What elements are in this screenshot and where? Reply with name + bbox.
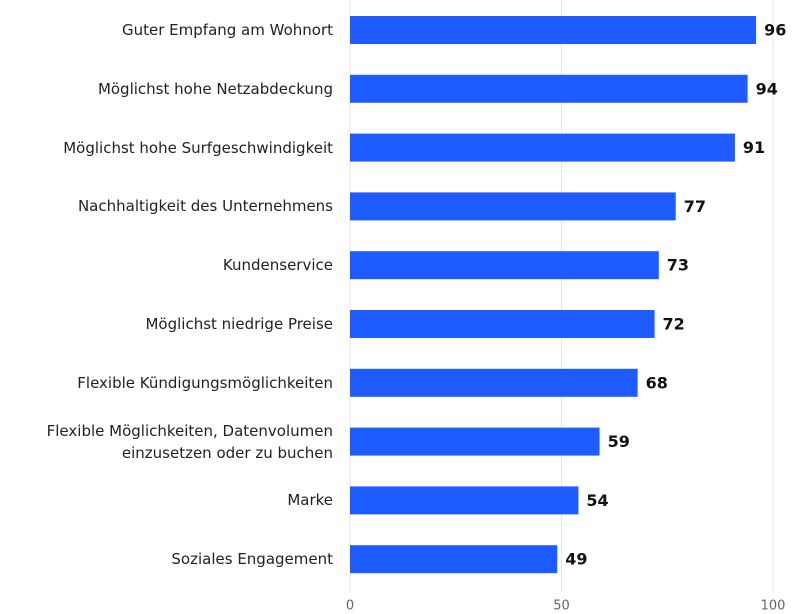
x-tick-label: 100 [761, 599, 786, 614]
value-label: 54 [586, 491, 608, 510]
bar [350, 251, 659, 280]
value-label: 91 [743, 138, 765, 157]
category-label: Möglichst niedrige Preise [145, 315, 333, 333]
category-label: Flexible Kündigungsmöglichkeiten [77, 373, 333, 392]
value-label: 59 [608, 432, 630, 451]
value-label: 72 [663, 315, 685, 334]
x-tick-label: 50 [553, 599, 570, 614]
category-label: Marke [287, 491, 333, 510]
bar [350, 545, 558, 574]
category-label: Möglichst hohe Surfgeschwindigkeit [63, 138, 333, 157]
x-tick-label: 0 [346, 599, 354, 614]
bar [350, 133, 735, 162]
category-label: Soziales Engagement [171, 550, 333, 569]
category-label: Guter Empfang am Wohnort [122, 21, 333, 39]
value-label: 68 [646, 373, 668, 392]
bar [350, 192, 676, 221]
category-label: Flexible Möglichkeiten, Datenvolumen ein… [46, 421, 333, 462]
bar [350, 486, 579, 515]
bar [350, 368, 638, 397]
category-label: Möglichst hohe Netzabdeckung [97, 79, 333, 98]
bar [350, 16, 757, 44]
value-label: 94 [756, 79, 778, 98]
value-label: 96 [764, 21, 786, 40]
bar [350, 310, 655, 338]
value-label: 77 [684, 197, 706, 216]
bar [350, 427, 600, 456]
category-label: Kundenservice [222, 256, 333, 275]
category-label: Nachhaltigkeit des Unternehmens [77, 197, 333, 216]
value-label: 73 [667, 256, 689, 275]
bar [350, 74, 748, 103]
value-label: 49 [565, 550, 587, 569]
